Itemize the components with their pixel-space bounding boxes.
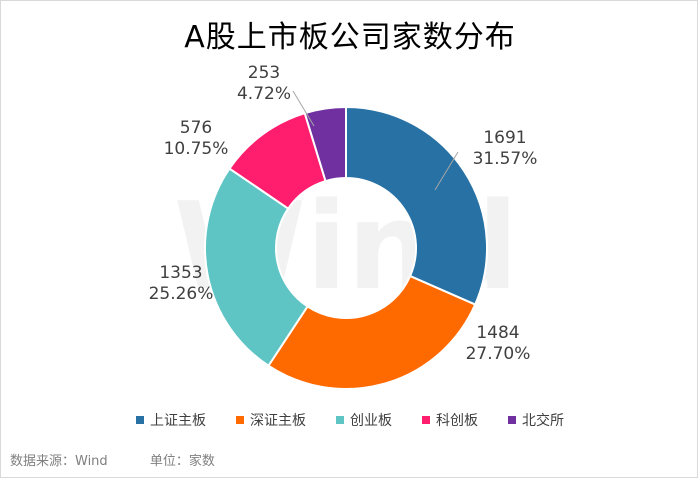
data-label-value-4: 253 <box>248 63 280 83</box>
data-label-percent-1: 27.70% <box>466 344 531 364</box>
data-label-percent-0: 31.57% <box>473 149 538 169</box>
leader-line-4 <box>292 90 315 127</box>
chart-title: A股上市板公司家数分布 <box>184 20 516 55</box>
slice-2 <box>204 167 309 368</box>
legend-swatch-1 <box>236 416 244 424</box>
slice-0 <box>345 105 488 306</box>
legend-item-3: 科创板 <box>422 410 478 430</box>
legend-label-2: 创业板 <box>350 413 392 429</box>
chart-footer: 数据来源：Wind 单位：家数 <box>10 450 215 469</box>
legend-label-0: 上证主板 <box>150 413 206 429</box>
legend-item-0: 上证主板 <box>136 410 206 430</box>
legend-swatch-3 <box>422 416 430 424</box>
data-label-value-1: 1484 <box>476 323 519 343</box>
legend-label-1: 深证主板 <box>250 413 306 429</box>
slice-1 <box>267 274 477 390</box>
legend-label-3: 科创板 <box>436 413 478 429</box>
legend-swatch-4 <box>508 416 516 424</box>
data-label-value-0: 1691 <box>483 128 526 148</box>
slice-4 <box>303 105 347 183</box>
chart-legend: 上证主板 深证主板 创业板 科创板 北交所 <box>0 410 700 430</box>
legend-item-1: 深证主板 <box>236 410 306 430</box>
data-label-value-3: 576 <box>180 118 212 138</box>
legend-swatch-0 <box>136 416 144 424</box>
data-label-percent-2: 25.26% <box>149 284 214 304</box>
data-label-percent-3: 10.75% <box>164 139 229 159</box>
data-label-percent-4: 4.72% <box>237 84 291 104</box>
data-label-value-2: 1353 <box>159 263 202 283</box>
legend-swatch-2 <box>336 416 344 424</box>
legend-item-4: 北交所 <box>508 410 564 430</box>
unit-note: 单位：家数 <box>149 454 215 469</box>
legend-label-4: 北交所 <box>522 413 564 429</box>
legend-item-2: 创业板 <box>336 410 392 430</box>
source-note: 数据来源：Wind <box>10 454 108 469</box>
leader-line-0 <box>434 151 459 191</box>
